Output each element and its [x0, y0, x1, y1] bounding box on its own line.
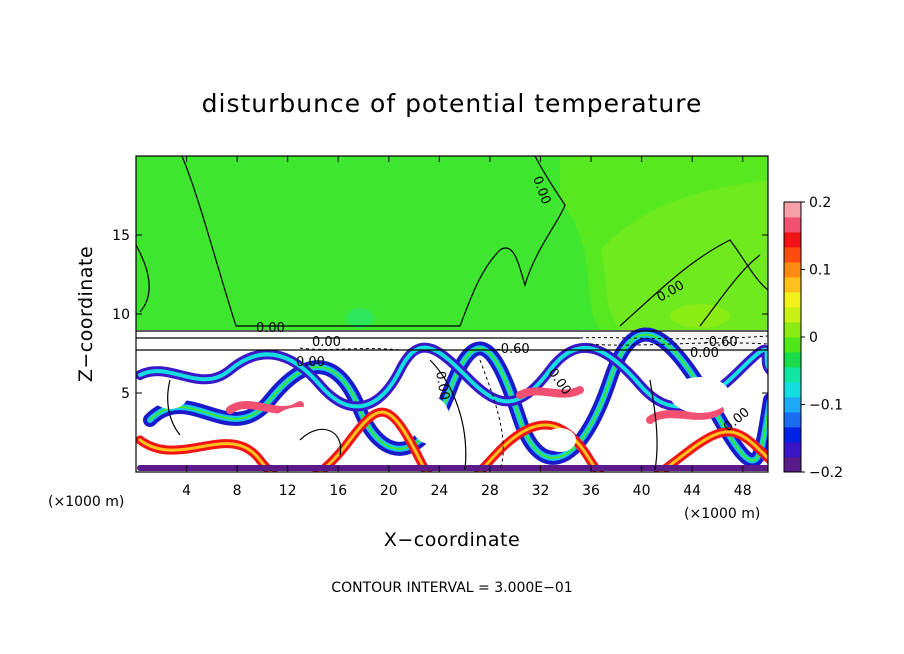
contour-zero-left	[181, 156, 566, 327]
x-unit-label-left: (×1000 m)	[48, 494, 124, 510]
footer-contour-interval: CONTOUR INTERVAL = 3.000E−01	[331, 580, 572, 596]
colorbar-swatch	[784, 277, 801, 293]
core-2	[410, 396, 450, 444]
x-tick-label: 44	[683, 483, 701, 499]
contour-lower-2	[299, 428, 342, 456]
contour-label: -0.60	[704, 335, 738, 350]
colorbar-tick-label: 0.2	[809, 195, 831, 211]
colorbar-swatch	[784, 307, 801, 323]
colorbar-swatch	[784, 202, 801, 218]
contour-label: 0.00	[296, 355, 325, 370]
contour-dashed-2	[589, 342, 768, 346]
contour-label: 0.00	[312, 335, 341, 350]
contours-dashed	[299, 335, 768, 471]
colorbar-swatch	[784, 367, 801, 383]
x-tick-label: 28	[481, 483, 499, 499]
colorbar-swatch	[784, 397, 801, 413]
y-tick-label: 10	[112, 307, 130, 323]
plot-area: 0.00 0.00 0.00 0.00 -0.60 0.00 0.00 0.00…	[136, 156, 768, 472]
white-cores	[152, 377, 730, 452]
core-5	[544, 428, 576, 452]
colorbar-swatch	[784, 457, 801, 473]
contour-zero-right2	[699, 254, 761, 327]
contour-label: 0.00	[690, 346, 719, 361]
x-tick-label: 12	[279, 483, 297, 499]
colorbar-swatch	[784, 217, 801, 233]
contour-lower-4	[167, 379, 181, 436]
contour-label: 0.00	[432, 370, 452, 401]
upper-shade-blob	[346, 308, 374, 328]
colorbar-swatch	[784, 322, 801, 338]
x-unit-label-right: (×1000 m)	[684, 506, 760, 522]
colorbar-ticks: 0.2 0.1 0 −0.1 −0.2	[801, 195, 843, 481]
colorbar-tick-label: −0.2	[809, 465, 843, 481]
colorbar	[783, 201, 802, 473]
x-tick-label: 36	[582, 483, 600, 499]
contour-dashed-1	[579, 335, 768, 340]
colorbar-swatch	[784, 352, 801, 368]
colorbar-swatch	[784, 292, 801, 308]
contour-zero-right	[619, 239, 768, 327]
colorbar-swatch	[784, 442, 801, 458]
colorbar-swatch	[784, 337, 801, 353]
contour-lower-1	[429, 359, 467, 471]
contour-label: -0.60	[496, 342, 530, 357]
x-tick-label: 4	[182, 483, 191, 499]
x-tick-label: 24	[430, 483, 448, 499]
y-tick-label: 5	[121, 386, 130, 402]
x-tick-label: 48	[734, 483, 752, 499]
contour-zero-left-edge	[136, 244, 150, 313]
contour-label: 0.00	[256, 321, 285, 336]
contour-dashed-3	[479, 359, 504, 471]
colorbar-swatch	[784, 262, 801, 278]
contours	[136, 156, 768, 471]
y-axis-label: Z−coordinate	[75, 246, 97, 382]
x-axis-label: X−coordinate	[384, 529, 520, 551]
colorbar-tick-label: 0.1	[809, 263, 831, 279]
colorbar-swatch	[784, 412, 801, 428]
core-4	[152, 381, 188, 409]
upper-shade-blob2	[670, 304, 730, 328]
y-axis-ticks: 5 10 15	[112, 228, 768, 402]
core-1	[272, 407, 328, 443]
colorbar-tick-label: −0.1	[809, 398, 843, 414]
colorbar-swatch	[784, 247, 801, 263]
x-tick-label: 20	[380, 483, 398, 499]
x-tick-label: 16	[329, 483, 347, 499]
colorbar-swatch	[784, 382, 801, 398]
x-tick-label: 8	[233, 483, 242, 499]
contour-lower-3	[649, 379, 658, 471]
x-tick-label: 32	[532, 483, 550, 499]
colorbar-swatch	[784, 232, 801, 248]
x-tick-label: 40	[633, 483, 651, 499]
colorbar-tick-label: 0	[809, 330, 818, 346]
x-axis-ticks: 4 8 12 16 20 24 28 32 36 40 44 48	[182, 156, 752, 499]
colorbar-swatch	[784, 427, 801, 443]
y-tick-label: 15	[112, 228, 130, 244]
core-3	[670, 377, 730, 413]
chart-title: disturbunce of potential temperature	[202, 89, 703, 118]
